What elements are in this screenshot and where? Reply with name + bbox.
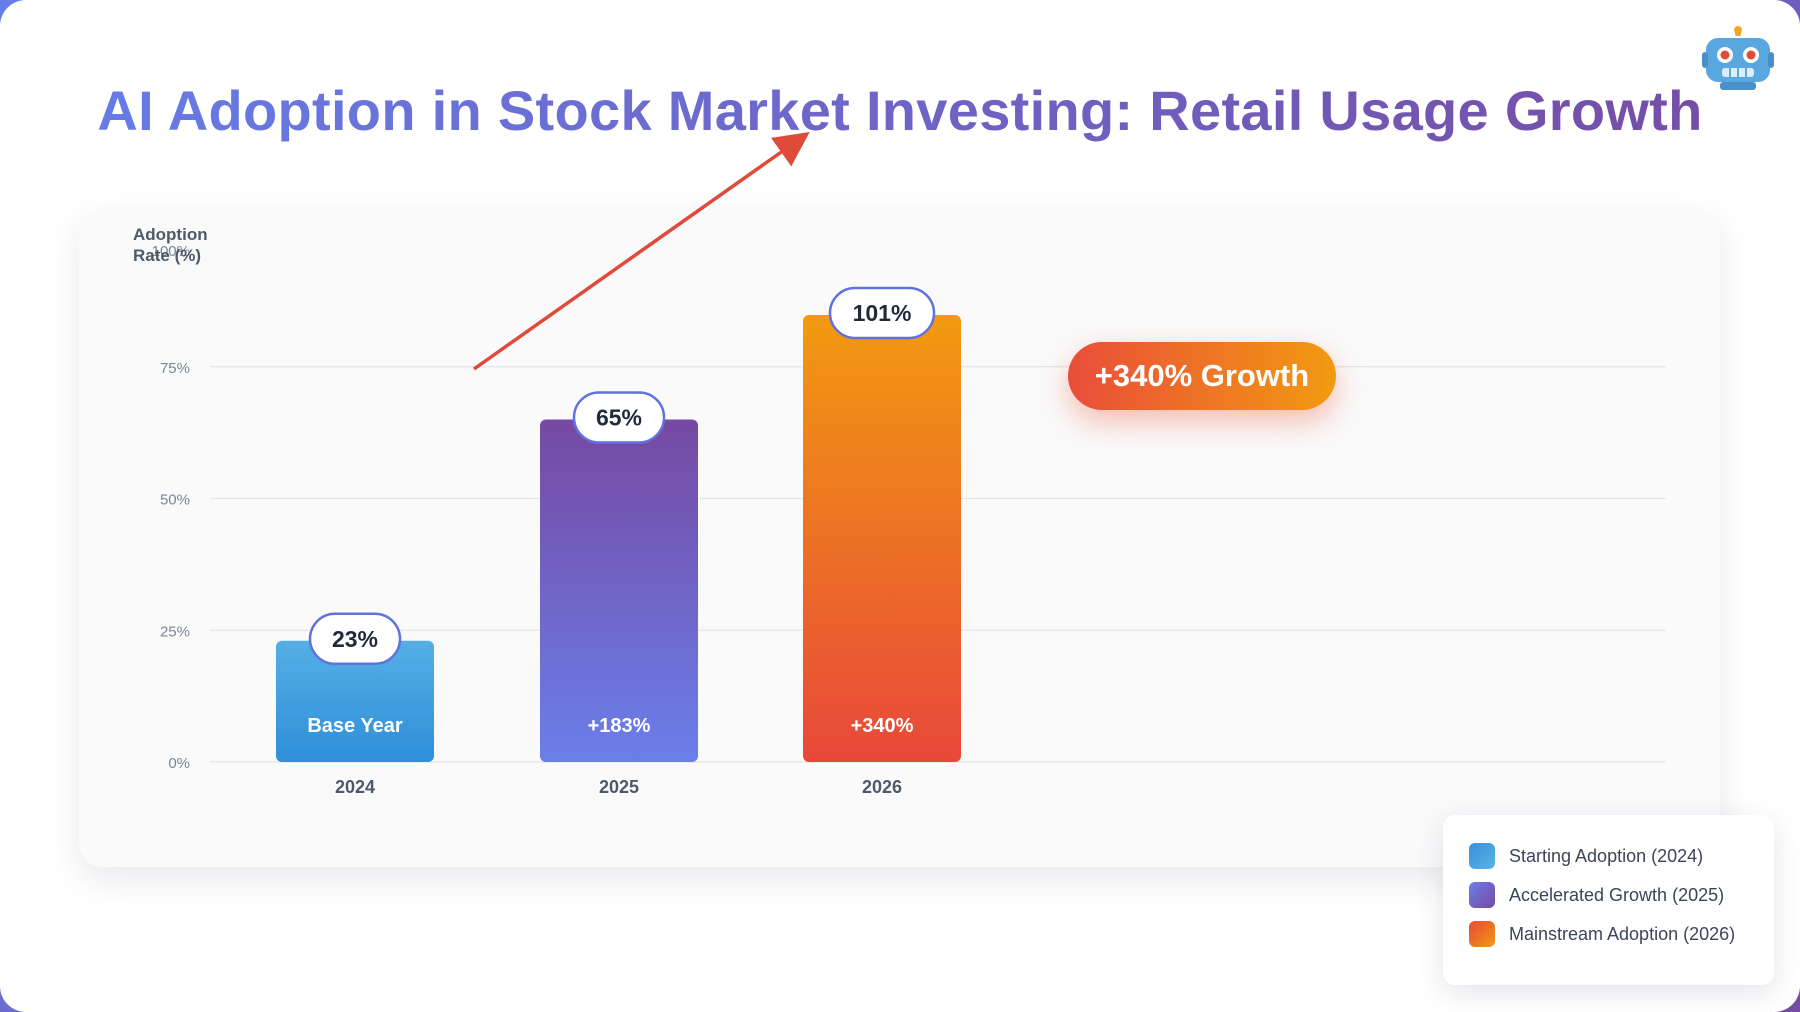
legend: Starting Adoption (2024) Accelerated Gro… [1443, 815, 1774, 985]
bar-2024 [276, 640, 434, 762]
value-label-2026: 101% [853, 300, 912, 326]
legend-item-2024: Starting Adoption (2024) [1469, 843, 1703, 869]
bar-inner-label-2025: +183% [588, 715, 651, 737]
value-label-2024: 23% [332, 626, 378, 652]
legend-item-2026: Mainstream Adoption (2026) [1469, 921, 1735, 947]
y-tick-label-75: 75% [160, 360, 190, 377]
legend-swatch-2026 [1469, 921, 1495, 947]
trend-arrow [472, 131, 810, 371]
y-tick-label-50: 50% [160, 492, 190, 509]
x-tick-label-2026: 2026 [862, 777, 902, 797]
y-tick-label-25: 25% [160, 623, 190, 640]
value-pill-2026 [828, 286, 936, 340]
robot-icon [1702, 26, 1774, 90]
y-tick-label-0: 0% [168, 755, 190, 772]
page-title: AI Adoption in Stock Market Investing: R… [0, 78, 1800, 143]
x-tick-label-2025: 2025 [599, 777, 639, 797]
bar-2026 [803, 315, 961, 762]
bar-inner-label-2026: +340% [851, 715, 914, 737]
growth-badge: +340% Growth [1068, 342, 1336, 410]
y-axis-title-line2: Rate (%) [133, 246, 201, 265]
value-pill-2025 [572, 391, 666, 444]
value-pill-2024 [308, 612, 402, 666]
bar-inner-label-2024: Base Year [307, 715, 402, 737]
legend-swatch-2024 [1469, 843, 1495, 869]
legend-label-2025: Accelerated Growth (2025) [1509, 884, 1725, 905]
y-tick-label-100: 100% [152, 243, 190, 260]
legend-item-2025: Accelerated Growth (2025) [1469, 882, 1724, 908]
legend-label-2024: Starting Adoption (2024) [1509, 845, 1704, 866]
y-axis-title-line1: Adoption [133, 225, 208, 244]
legend-label-2026: Mainstream Adoption (2026) [1509, 923, 1736, 944]
legend-swatch-2025 [1469, 882, 1495, 908]
x-tick-label-2024: 2024 [335, 777, 375, 797]
bar-2025 [540, 419, 698, 762]
value-label-2025: 65% [596, 404, 642, 430]
